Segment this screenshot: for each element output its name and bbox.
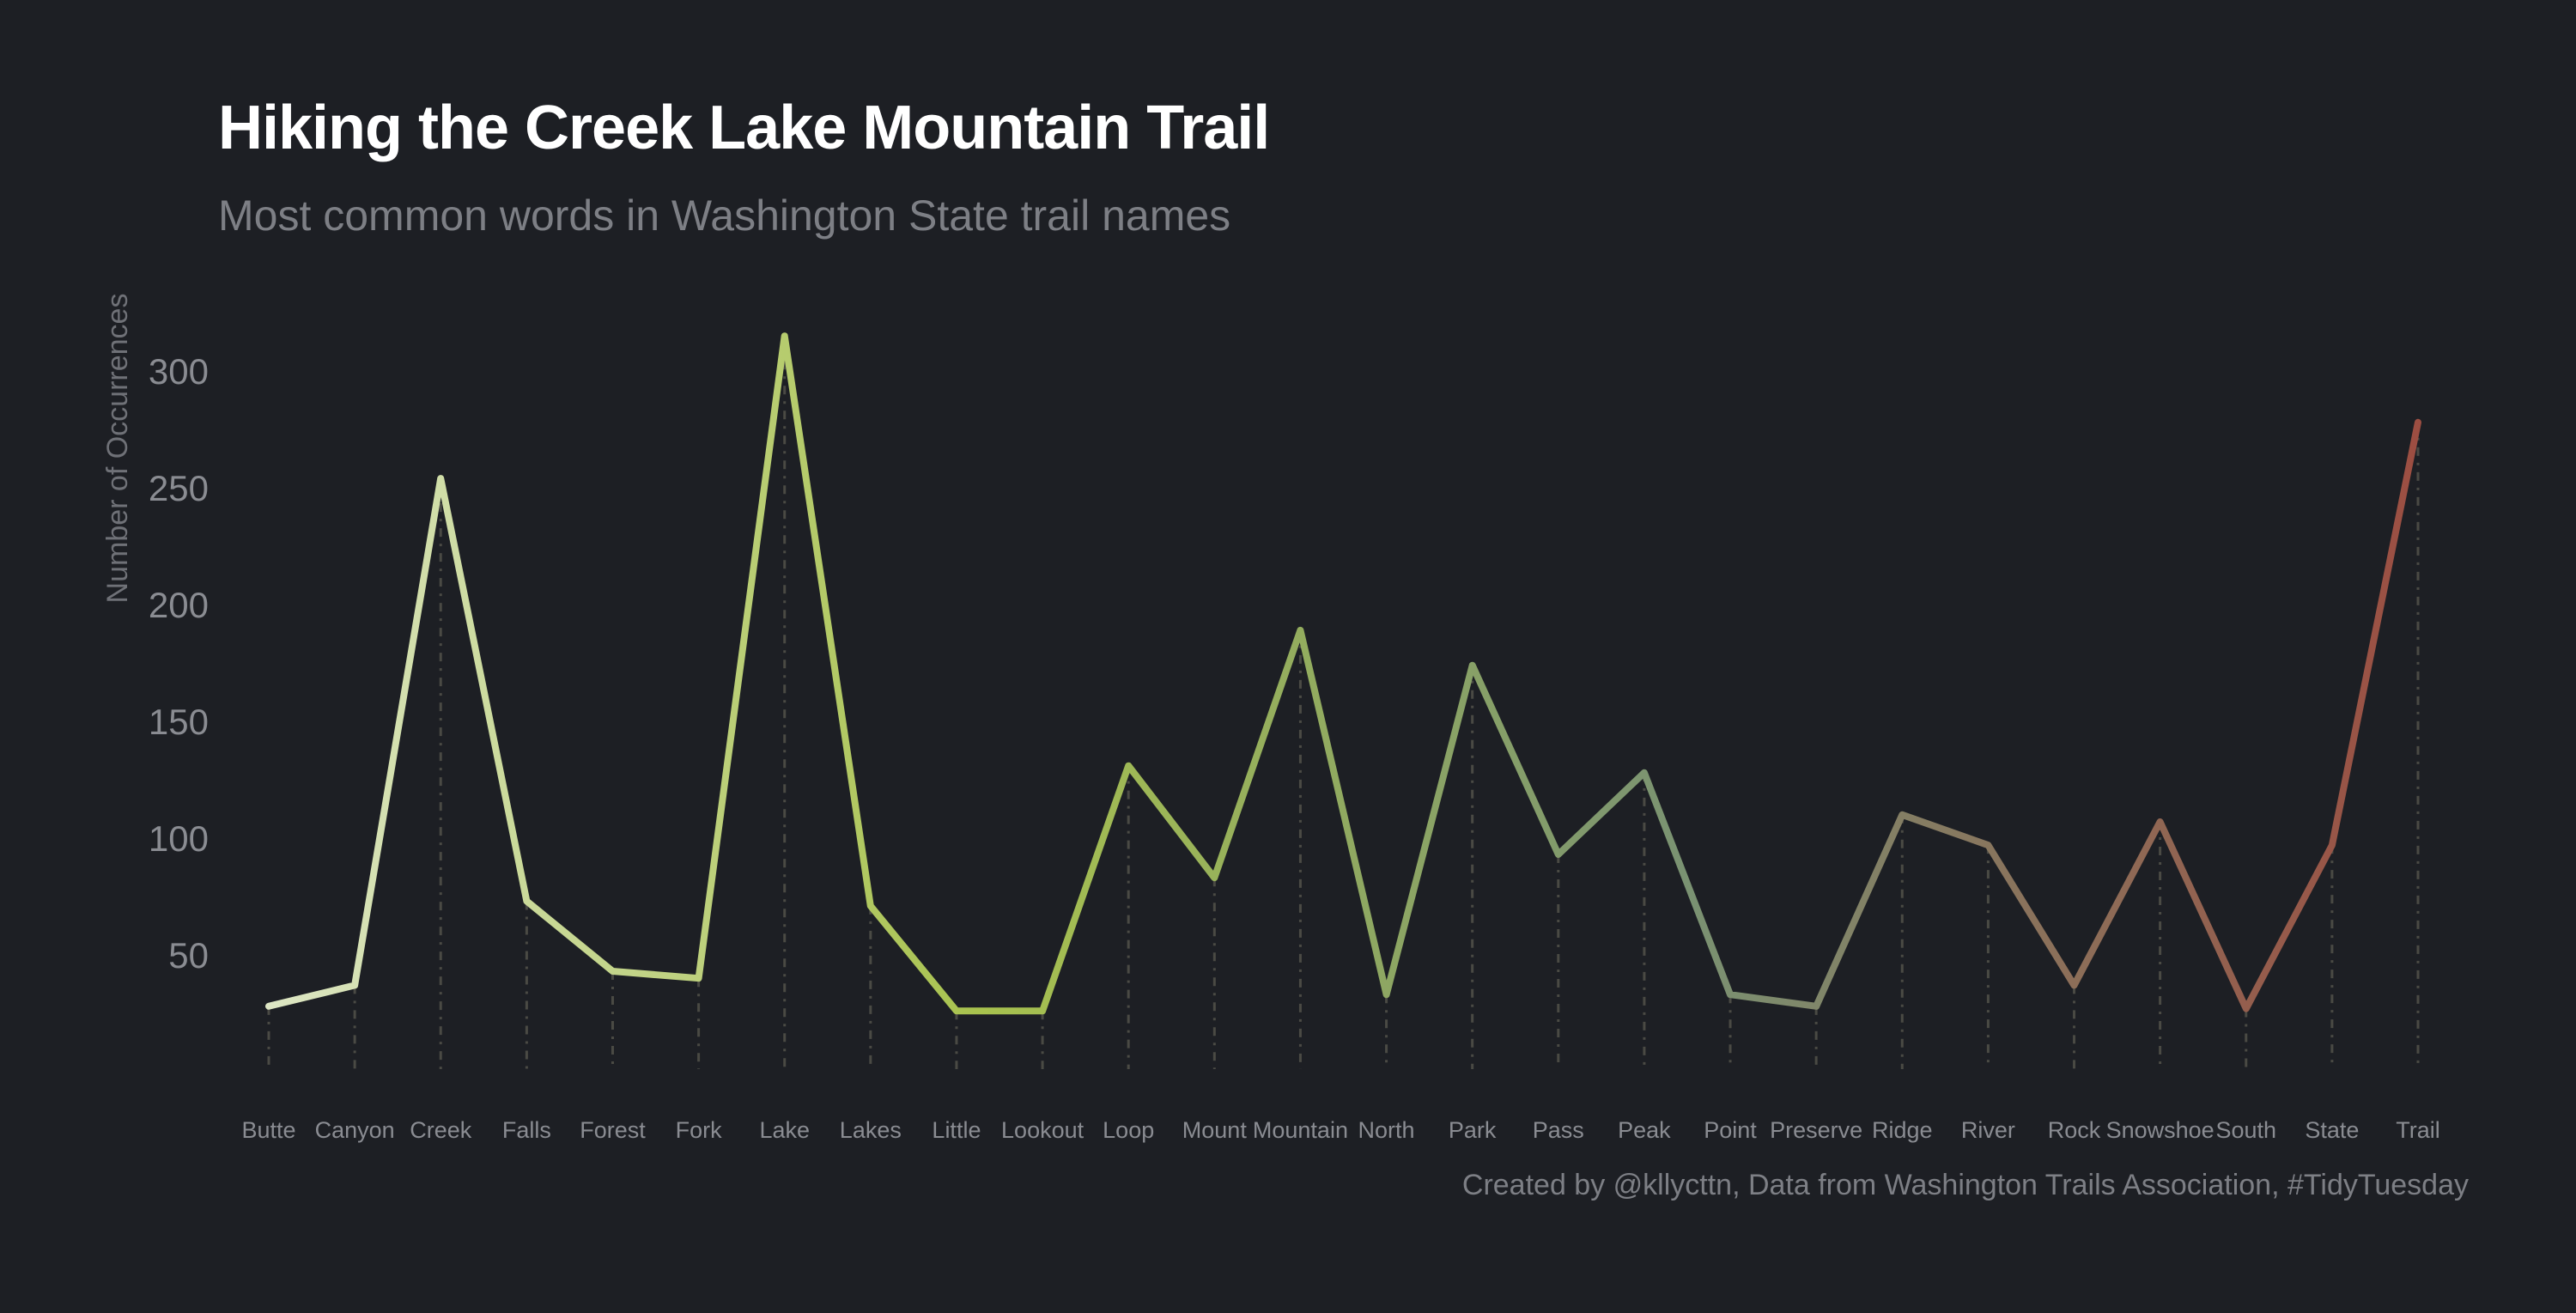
x-tick-label-lake: Lake [759,1117,810,1143]
x-tick-label-mountain: Mountain [1253,1117,1348,1143]
x-tick-label-fork: Fork [676,1117,723,1143]
x-tick-label-park: Park [1449,1117,1497,1143]
x-tick-label-snowshoe: Snowshoe [2106,1117,2215,1143]
x-tick-label-creek: Creek [410,1117,472,1143]
y-axis-title: Number of Occurrences [101,294,134,604]
y-tick-label-250: 250 [149,468,209,508]
x-tick-label-trail: Trail [2396,1117,2440,1143]
y-axis-ticks: 50 100 150 200 250 300 [149,351,209,976]
x-tick-label-falls: Falls [502,1117,551,1143]
x-tick-label-ridge: Ridge [1872,1117,1933,1143]
x-tick-label-river: River [1961,1117,2015,1143]
y-tick-label-200: 200 [149,585,209,625]
y-tick-label-150: 150 [149,702,209,742]
x-tick-label-lookout: Lookout [1001,1117,1084,1143]
series-line [265,332,2421,1015]
y-tick-label-100: 100 [149,818,209,859]
y-tick-label-50: 50 [168,935,209,976]
x-tick-label-preserve: Preserve [1770,1117,1862,1143]
x-tick-label-mount: Mount [1182,1117,1248,1143]
x-tick-label-butte: Butte [241,1117,295,1143]
y-tick-label-300: 300 [149,351,209,392]
x-tick-label-rock: Rock [2048,1117,2101,1143]
chart-subtitle: Most common words in Washington State tr… [218,191,1231,240]
x-tick-label-peak: Peak [1618,1117,1671,1143]
x-tick-label-north: North [1358,1117,1415,1143]
x-tick-label-pass: Pass [1533,1117,1584,1143]
x-tick-label-point: Point [1704,1117,1757,1143]
chart-caption: Created by @kllycttn, Data from Washingt… [1461,1169,2469,1201]
guide-lines [267,336,2420,1069]
x-tick-label-little: Little [932,1117,981,1143]
chart-title: Hiking the Creek Lake Mountain Trail [218,94,1270,162]
x-tick-label-lakes: Lakes [840,1117,902,1143]
x-tick-label-canyon: Canyon [315,1117,395,1143]
x-tick-label-south: South [2215,1117,2276,1143]
x-tick-label-forest: Forest [580,1117,646,1143]
x-tick-label-state: State [2305,1117,2359,1143]
x-tick-label-loop: Loop [1103,1117,1154,1143]
x-axis-ticks: Butte Canyon Creek Falls Forest Fork Lake Lakes… [241,1117,2439,1143]
